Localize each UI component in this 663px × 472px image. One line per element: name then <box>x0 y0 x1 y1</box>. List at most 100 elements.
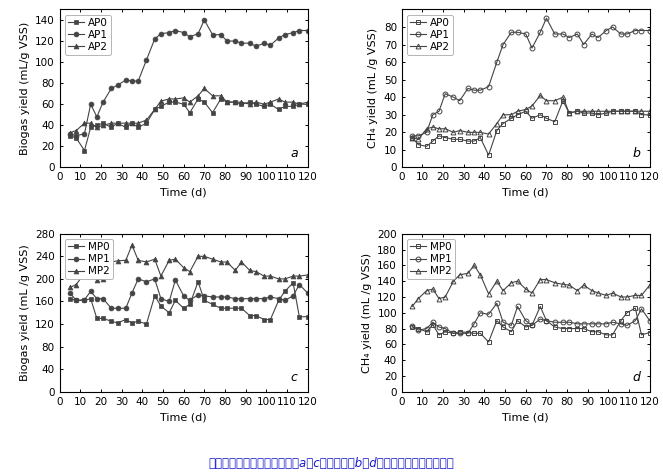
AP2 <box>603 109 611 114</box>
X-axis label: Time (d): Time (d) <box>160 412 207 422</box>
MP0 <box>165 310 173 316</box>
MP0 <box>87 296 95 302</box>
MP2 <box>246 268 254 273</box>
MP1 <box>267 294 274 300</box>
MP2 <box>603 293 611 298</box>
AP0 <box>455 136 463 142</box>
AP1 <box>223 38 231 44</box>
MP0 <box>514 318 522 323</box>
MP2 <box>464 270 472 276</box>
MP1 <box>551 320 559 325</box>
Line: MP0: MP0 <box>68 279 310 327</box>
MP2 <box>151 256 158 262</box>
MP0 <box>66 296 74 302</box>
MP0 <box>551 324 559 330</box>
MP2 <box>455 272 463 278</box>
AP2 <box>414 136 422 142</box>
AP2 <box>435 126 443 132</box>
MP2 <box>493 278 501 284</box>
AP0 <box>617 109 625 114</box>
MP0 <box>281 288 289 294</box>
AP1 <box>559 31 567 37</box>
MP1 <box>536 316 544 322</box>
Line: AP0: AP0 <box>68 97 310 153</box>
AP0 <box>252 101 260 107</box>
AP0 <box>66 133 74 139</box>
MP0 <box>609 332 617 338</box>
AP2 <box>579 109 587 114</box>
MP1 <box>237 296 245 302</box>
MP2 <box>209 256 217 262</box>
MP1 <box>623 322 631 328</box>
MP0 <box>194 279 202 285</box>
MP1 <box>99 296 107 302</box>
MP1 <box>603 321 611 327</box>
Line: AP2: AP2 <box>68 86 310 135</box>
MP0 <box>441 329 449 335</box>
MP0 <box>246 313 254 319</box>
AP0 <box>435 133 443 139</box>
Legend: AP0, AP1, AP2: AP0, AP1, AP2 <box>65 15 111 55</box>
MP1 <box>435 324 443 330</box>
AP2 <box>573 109 581 114</box>
AP1 <box>565 35 573 41</box>
MP1 <box>217 294 225 300</box>
AP1 <box>151 36 158 42</box>
MP1 <box>289 293 297 299</box>
MP0 <box>252 313 260 319</box>
MP1 <box>113 305 121 311</box>
AP2 <box>609 109 617 114</box>
AP1 <box>522 31 530 37</box>
AP1 <box>72 133 80 139</box>
Text: c: c <box>290 371 297 384</box>
AP0 <box>289 103 297 109</box>
AP2 <box>80 120 88 126</box>
MP0 <box>464 329 472 335</box>
AP0 <box>638 112 646 118</box>
AP1 <box>128 78 136 84</box>
AP0 <box>128 120 136 126</box>
AP0 <box>99 120 107 126</box>
AP0 <box>631 109 639 114</box>
MP2 <box>237 259 245 265</box>
MP2 <box>528 290 536 296</box>
MP2 <box>565 282 573 288</box>
AP2 <box>223 99 231 105</box>
MP1 <box>559 320 567 325</box>
AP2 <box>455 128 463 134</box>
AP2 <box>565 110 573 116</box>
MP2 <box>429 286 437 292</box>
Text: a: a <box>290 146 298 160</box>
AP1 <box>441 91 449 97</box>
AP0 <box>143 120 151 126</box>
MP1 <box>252 296 260 302</box>
AP1 <box>528 45 536 51</box>
AP0 <box>450 136 457 142</box>
AP1 <box>476 87 484 93</box>
AP0 <box>261 103 269 109</box>
AP1 <box>66 131 74 136</box>
MP0 <box>579 326 587 331</box>
MP1 <box>408 323 416 329</box>
MP0 <box>289 280 297 286</box>
MP2 <box>72 282 80 287</box>
MP0 <box>157 303 165 309</box>
MP2 <box>435 296 443 302</box>
AP1 <box>107 85 115 91</box>
AP1 <box>617 31 625 37</box>
MP1 <box>429 320 437 325</box>
MP0 <box>638 332 646 338</box>
MP2 <box>536 277 544 282</box>
AP1 <box>281 32 289 38</box>
AP2 <box>194 93 202 99</box>
MP2 <box>93 277 101 283</box>
AP0 <box>573 109 581 114</box>
MP0 <box>422 329 430 335</box>
AP2 <box>209 93 217 99</box>
AP0 <box>470 138 478 144</box>
AP0 <box>200 99 208 105</box>
AP2 <box>646 109 654 114</box>
MP0 <box>107 319 115 324</box>
AP0 <box>194 96 202 102</box>
AP0 <box>646 112 654 118</box>
